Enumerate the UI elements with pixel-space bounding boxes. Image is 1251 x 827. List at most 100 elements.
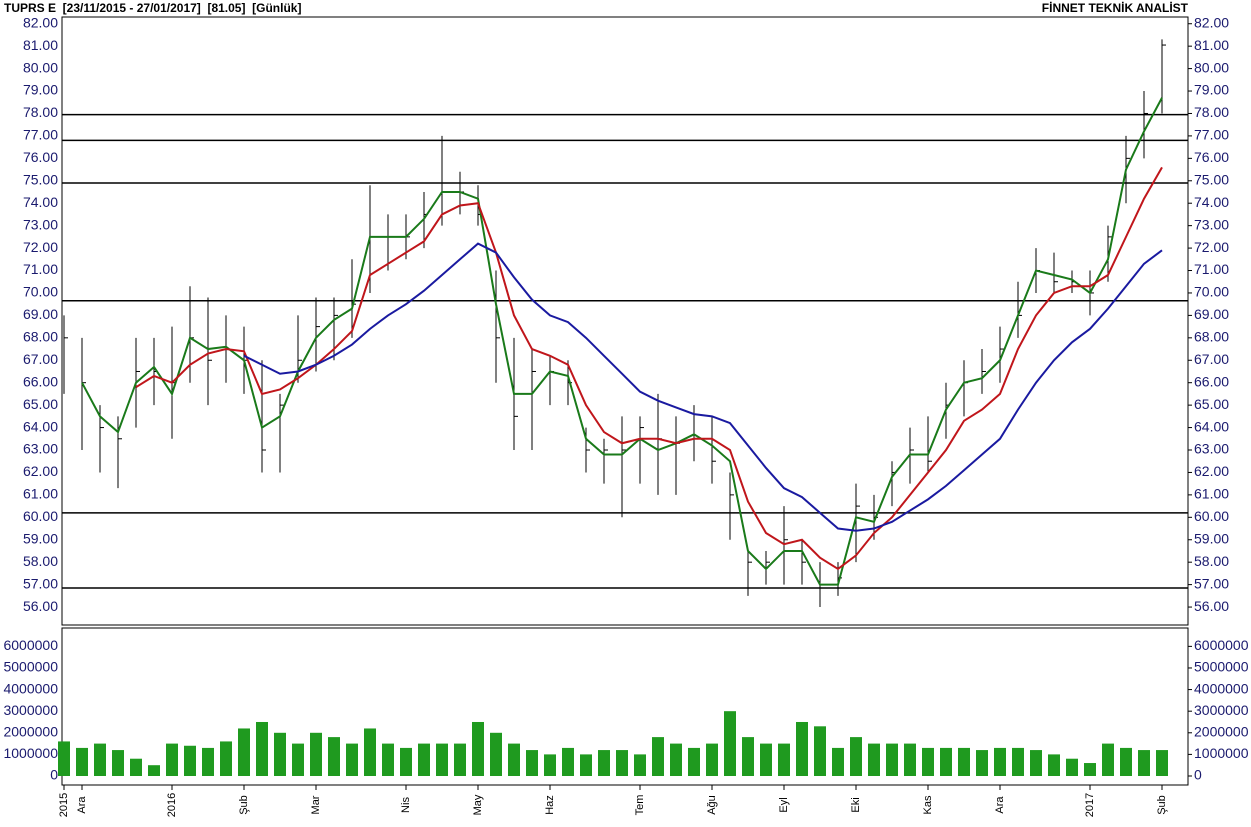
y-tick-label: 82.00 — [1194, 14, 1229, 30]
volume-bar — [148, 765, 160, 776]
y-tick-label: 4000000 — [3, 680, 58, 696]
y-tick-label: 74.00 — [1194, 194, 1229, 210]
volume-bar — [1102, 743, 1114, 776]
y-tick-label: 65.00 — [1194, 396, 1229, 412]
y-tick-label: 73.00 — [1194, 216, 1229, 232]
y-tick-label: 57.00 — [23, 575, 58, 591]
volume-bar — [184, 745, 196, 776]
x-tick-label: Şub — [1156, 795, 1168, 815]
volume-bar — [814, 726, 826, 776]
x-tick-label: Mar — [310, 795, 322, 814]
volume-bar — [868, 743, 880, 776]
y-tick-label: 56.00 — [1194, 598, 1229, 614]
y-tick-label: 64.00 — [1194, 418, 1229, 434]
y-tick-label: 60.00 — [1194, 508, 1229, 524]
y-tick-label: 2000000 — [3, 723, 58, 739]
y-tick-label: 59.00 — [1194, 530, 1229, 546]
y-tick-label: 78.00 — [23, 104, 58, 120]
volume-bar — [292, 743, 304, 776]
volume-bar — [796, 721, 808, 776]
y-tick-label: 61.00 — [1194, 486, 1229, 502]
y-tick-label: 71.00 — [1194, 261, 1229, 277]
y-tick-label: 67.00 — [23, 351, 58, 367]
y-tick-label: 2000000 — [1194, 723, 1249, 739]
volume-bar — [634, 754, 646, 776]
volume-bar — [454, 743, 466, 776]
y-tick-label: 5000000 — [3, 659, 58, 675]
y-tick-label: 69.00 — [1194, 306, 1229, 322]
x-tick-label: Ara — [994, 796, 1006, 814]
x-tick-label: May — [472, 794, 484, 815]
volume-bar — [958, 747, 970, 776]
y-tick-label: 77.00 — [23, 127, 58, 143]
moving-average — [135, 166, 1163, 571]
volume-bar — [976, 750, 988, 776]
volume-bar — [670, 743, 682, 776]
volume-bar — [1084, 763, 1096, 776]
x-tick-label: 2016 — [166, 793, 178, 817]
y-tick-label: 63.00 — [23, 441, 58, 457]
volume-bar — [526, 750, 538, 776]
volume-bar — [238, 728, 250, 776]
x-tick-label: Eyl — [778, 797, 790, 812]
y-tick-label: 80.00 — [23, 59, 58, 75]
y-tick-label: 79.00 — [1194, 82, 1229, 98]
volume-bar — [400, 747, 412, 776]
y-tick-label: 70.00 — [1194, 284, 1229, 300]
y-tick-label: 56.00 — [23, 598, 58, 614]
volume-bar — [346, 743, 358, 776]
y-tick-label: 82.00 — [23, 14, 58, 30]
y-tick-label: 61.00 — [23, 486, 58, 502]
volume-bar — [166, 743, 178, 776]
price-panel — [61, 16, 1189, 626]
y-tick-label: 58.00 — [1194, 553, 1229, 569]
volume-bar — [850, 737, 862, 776]
volume-bar — [472, 721, 484, 776]
x-tick-label: Tem — [634, 795, 646, 816]
volume-bar — [328, 737, 340, 776]
volume-bar — [58, 741, 70, 776]
brand: FİNNET TEKNİK ANALİST — [1042, 0, 1189, 15]
volume-panel — [61, 627, 1189, 786]
y-tick-label: 5000000 — [1194, 659, 1249, 675]
y-tick-label: 79.00 — [23, 82, 58, 98]
volume-bar — [544, 754, 556, 776]
y-tick-label: 69.00 — [23, 306, 58, 322]
volume-bar — [382, 743, 394, 776]
volume-bar — [1138, 750, 1150, 776]
volume-bar — [940, 747, 952, 776]
y-tick-label: 1000000 — [3, 745, 58, 761]
volume-bar — [436, 743, 448, 776]
y-tick-label: 70.00 — [23, 284, 58, 300]
volume-bar — [490, 732, 502, 776]
y-tick-label: 64.00 — [23, 418, 58, 434]
y-tick-label: 78.00 — [1194, 104, 1229, 120]
y-tick-label: 75.00 — [1194, 171, 1229, 187]
volume-bar — [886, 743, 898, 776]
volume-bar — [706, 743, 718, 776]
x-tick-label: Kas — [922, 795, 934, 814]
y-tick-label: 0 — [50, 767, 58, 783]
volume-bar — [760, 743, 772, 776]
y-tick-label: 76.00 — [1194, 149, 1229, 165]
y-tick-label: 3000000 — [3, 702, 58, 718]
volume-bar — [580, 754, 592, 776]
y-tick-label: 6000000 — [1194, 637, 1249, 653]
x-tick-label: Ağu — [706, 795, 718, 815]
volume-bar — [508, 743, 520, 776]
volume-bar — [94, 743, 106, 776]
volume-bar — [418, 743, 430, 776]
volume-bar — [1066, 758, 1078, 776]
y-tick-label: 58.00 — [23, 553, 58, 569]
y-tick-label: 80.00 — [1194, 59, 1229, 75]
volume-bar — [742, 737, 754, 776]
volume-bar — [256, 721, 268, 776]
y-tick-label: 57.00 — [1194, 575, 1229, 591]
y-tick-label: 0 — [1194, 767, 1202, 783]
x-tick-label: Eki — [850, 797, 862, 812]
volume-bar — [220, 741, 232, 776]
x-tick-label: Ara — [76, 796, 88, 814]
volume-bar — [310, 732, 322, 776]
volume-bar — [1120, 747, 1132, 776]
y-tick-label: 62.00 — [1194, 463, 1229, 479]
